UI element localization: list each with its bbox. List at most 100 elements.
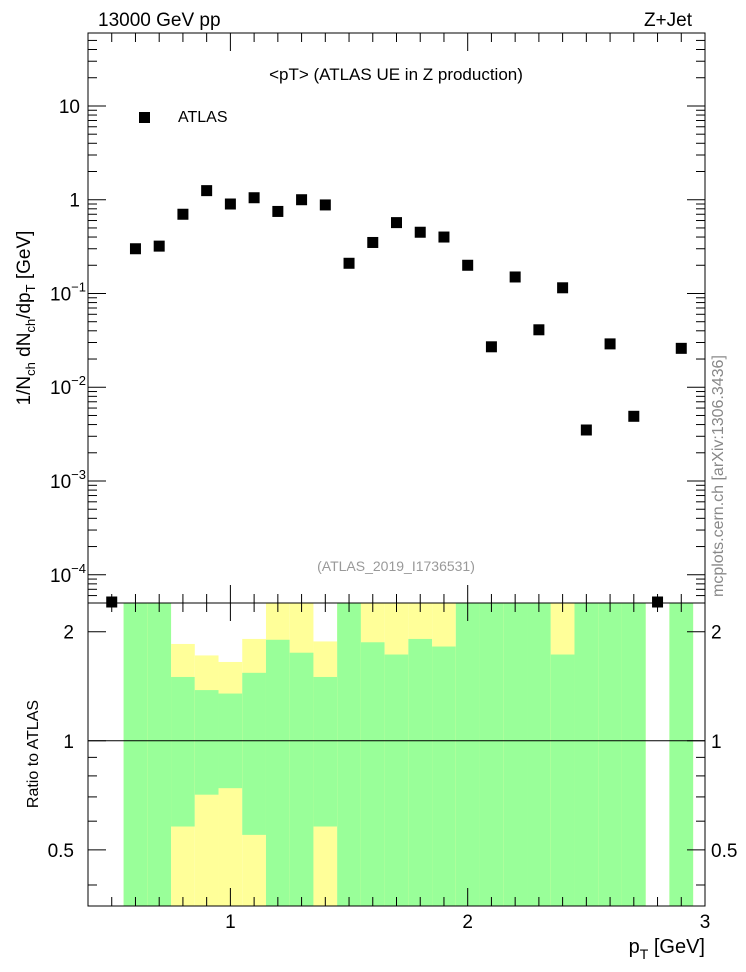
y-tick-label-exp: −1 xyxy=(71,279,86,294)
x-axis-title: pT [GeV] xyxy=(629,936,705,962)
xtitle-unit: [GeV] xyxy=(648,936,705,958)
legend-marker xyxy=(139,112,150,123)
ratio-inner-band xyxy=(171,676,195,827)
data-point xyxy=(106,596,118,608)
ratio-inner-band xyxy=(289,652,314,906)
data-point xyxy=(414,226,426,238)
data-point xyxy=(296,194,308,206)
x-tick-label: 1 xyxy=(225,912,236,933)
ratio-inner-band xyxy=(360,642,385,906)
ytitle-main: 1/N xyxy=(14,376,35,406)
ratio-inner-band xyxy=(550,654,575,906)
ratio-y-tick-label-right: 2 xyxy=(711,623,722,644)
ratio-inner-band xyxy=(455,603,480,906)
y-tick-label: 10−1 xyxy=(50,279,86,305)
ratio-inner-band xyxy=(265,639,290,906)
ytitle-sub3: T xyxy=(23,284,38,292)
data-point xyxy=(391,217,402,229)
ratio-inner-band xyxy=(598,603,622,906)
data-point xyxy=(343,257,355,269)
ratio-y-tick-label: 1 xyxy=(63,732,74,753)
ratio-inner-band xyxy=(123,603,148,906)
y-tick-label-base: 10 xyxy=(50,566,71,587)
data-point xyxy=(177,208,189,220)
legend: ATLAS xyxy=(139,109,228,126)
data-point xyxy=(652,596,664,608)
data-point xyxy=(438,231,450,243)
data-point xyxy=(272,205,284,217)
side-label: mcplots.cern.ch [arXiv:1306.3436] xyxy=(710,355,727,597)
xtitle-main: p xyxy=(629,936,640,958)
y-tick-label: 10−3 xyxy=(50,467,86,493)
data-point xyxy=(509,271,521,283)
data-point xyxy=(319,199,331,211)
ratio-inner-band xyxy=(503,603,528,906)
ratio-inner-band xyxy=(621,603,646,906)
ratio-inner-band xyxy=(479,603,504,906)
y-tick-label-base: 10 xyxy=(50,472,71,493)
data-point xyxy=(462,259,474,271)
data-point xyxy=(224,198,236,210)
data-point xyxy=(153,240,165,252)
process-label: Z+Jet xyxy=(644,10,693,31)
data-point xyxy=(248,192,260,204)
ytitle-mid: dN xyxy=(14,333,35,363)
data-point xyxy=(201,185,213,197)
ytitle-mid2: /dp xyxy=(14,292,35,318)
y-tick-label: 1 xyxy=(69,191,80,212)
data-point xyxy=(604,338,616,350)
ratio-inner-band xyxy=(432,646,456,906)
ratio-y-axis-title: Ratio to ATLAS xyxy=(25,700,42,808)
ratio-inner-band xyxy=(337,603,361,906)
ratio-inner-band xyxy=(147,603,172,906)
energy-label: 13000 GeV pp xyxy=(98,10,221,31)
ratio-plot-ticks xyxy=(88,603,706,906)
main-plot-ticks xyxy=(88,32,705,604)
ytitle-unit: [GeV] xyxy=(14,231,35,285)
y-tick-label: 10−4 xyxy=(50,561,86,587)
data-point xyxy=(675,342,687,354)
ratio-inner-band xyxy=(242,672,266,835)
ratio-inner-band xyxy=(408,638,433,906)
y-tick-label: 10−2 xyxy=(50,373,86,399)
y-tick-label-base: 10 xyxy=(50,284,71,305)
x-tick-label: 2 xyxy=(462,912,473,933)
data-point xyxy=(367,236,379,248)
y-tick-label-base: 10 xyxy=(50,378,71,399)
x-tick-label: 3 xyxy=(700,912,711,933)
ytitle-sub1: ch xyxy=(23,362,38,376)
data-point xyxy=(485,341,497,353)
ratio-y-tick-label-right: 1 xyxy=(711,732,722,753)
data-point xyxy=(533,324,545,336)
data-point xyxy=(129,243,141,255)
atlas-data-points xyxy=(106,185,687,608)
ratio-inner-band xyxy=(194,690,219,795)
ratio-inner-band xyxy=(669,603,694,906)
ratio-y-tick-label-right: 0.5 xyxy=(711,841,737,862)
legend-label-atlas: ATLAS xyxy=(178,109,228,126)
main-y-axis-title: 1/Nch dNch/dpT [GeV] xyxy=(14,231,38,406)
ratio-plot-panel: 0.5 0.5 1 1 2 2 1 2 3 Ratio to ATLAS pT [GeV] xyxy=(25,602,738,962)
ratio-bands xyxy=(123,603,694,906)
ratio-y-tick-label: 2 xyxy=(63,623,74,644)
ytitle-sub2: ch xyxy=(23,319,38,333)
ratio-tick-labels: 0.5 0.5 1 1 2 2 1 2 3 xyxy=(48,623,738,933)
y-tick-label-exp: −4 xyxy=(71,561,86,576)
data-point xyxy=(557,282,569,294)
y-tick-label-exp: −3 xyxy=(71,467,86,482)
ratio-plot-frame xyxy=(87,602,706,907)
data-point xyxy=(580,424,592,436)
data-point xyxy=(628,410,640,422)
analysis-label: (ATLAS_2019_I1736531) xyxy=(317,558,475,574)
ratio-inner-band xyxy=(384,654,409,906)
y-tick-label-exp: −2 xyxy=(71,373,86,388)
plot-title: <pT> (ATLAS UE in Z production) xyxy=(269,65,523,84)
ratio-y-tick-label: 0.5 xyxy=(48,841,74,862)
y-tick-label: 10 xyxy=(59,97,80,118)
ratio-inner-band xyxy=(574,603,599,906)
ratio-inner-band xyxy=(313,676,338,827)
ratio-inner-band xyxy=(527,603,551,906)
